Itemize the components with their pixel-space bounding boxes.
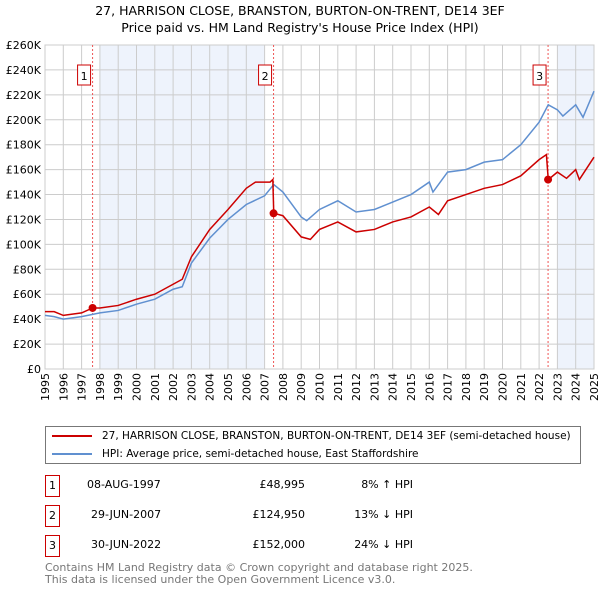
x-tick-label: 2006: [240, 373, 253, 401]
x-tick-label: 2017: [442, 373, 455, 401]
legend-label-hpi: HPI: Average price, semi-detached house,…: [102, 448, 419, 460]
sale-badge: 3: [45, 535, 60, 557]
sale-hpi: 24% ↓ HPI: [354, 538, 413, 551]
x-tick-label: 2008: [277, 373, 290, 401]
x-tick-label: 2021: [515, 373, 528, 401]
y-tick-label: £60K: [13, 288, 42, 301]
sale-hpi: 8% ↑ HPI: [361, 478, 413, 491]
sale-price: £152,000: [252, 538, 306, 551]
y-tick-label: £240K: [6, 64, 42, 77]
chart-title: 27, HARRISON CLOSE, BRANSTON, BURTON-ON-…: [95, 3, 505, 18]
footer: Contains HM Land Registry data © Crown c…: [45, 562, 473, 586]
x-tick-label: 2013: [368, 373, 381, 401]
y-tick-label: £0: [27, 363, 41, 376]
legend-swatch-hpi: [52, 453, 92, 455]
y-tick-label: £260K: [6, 39, 42, 52]
y-tick-label: £80K: [13, 263, 42, 276]
x-tick-label: 2002: [167, 373, 180, 401]
x-tick-label: 2001: [149, 373, 162, 401]
sale-label: 3: [536, 70, 543, 83]
x-tick-label: 2019: [478, 373, 491, 401]
y-tick-label: £140K: [6, 189, 42, 202]
x-tick-label: 1998: [94, 373, 107, 401]
x-tick-label: 2011: [332, 373, 345, 401]
sale-label-box: [532, 64, 547, 86]
plot-border: [44, 44, 595, 370]
property-price-line: [45, 153, 595, 317]
x-tick-label: 2022: [533, 373, 546, 401]
y-tick-label: £200K: [6, 114, 42, 127]
x-tick-label: 2012: [350, 373, 363, 401]
sale-point: [544, 175, 553, 184]
sale-hpi: 13% ↓ HPI: [354, 508, 413, 521]
footer-line-1: Contains HM Land Registry data © Crown c…: [45, 561, 473, 574]
y-tick-label: £120K: [6, 213, 42, 226]
x-tick-label: 1997: [76, 373, 89, 401]
x-tick-label: 2000: [131, 373, 144, 401]
x-tick-label: 2007: [259, 373, 272, 401]
plot-area: 1995 1996 1997 1998 1999 2000 2001 2002 2003 2004…: [6, 39, 600, 401]
sale-price: £48,995: [259, 478, 306, 491]
sale-label-box: [258, 64, 273, 86]
x-tick-label: 1999: [112, 373, 125, 401]
sale-point: [88, 303, 97, 312]
sale-date: 30-JUN-2022: [91, 538, 162, 551]
sale-row: 1 08-AUG-1997 £48,995 8% ↑ HPI: [45, 475, 600, 497]
shaded-band: [99, 45, 265, 369]
x-tick-label: 2024: [570, 373, 583, 401]
sale-row: 3 30-JUN-2022 £152,000 24% ↓ HPI: [45, 535, 600, 557]
legend: 27, HARRISON CLOSE, BRANSTON, BURTON-ON-…: [45, 426, 581, 464]
x-tick-label: 2025: [588, 373, 600, 401]
x-tick-label: 1995: [39, 373, 52, 401]
x-tick-label: 2009: [295, 373, 308, 401]
x-tick-label: 1996: [57, 373, 70, 401]
y-tick-label: £160K: [6, 164, 42, 177]
hpi-line: [44, 90, 595, 320]
x-tick-label: 2004: [204, 373, 217, 401]
y-tick-label: £40K: [13, 313, 42, 326]
sale-label-box: [77, 64, 92, 86]
sale-price: £124,950: [252, 508, 306, 521]
x-tick-label: 2023: [551, 373, 564, 401]
x-tick-label: 2018: [460, 373, 473, 401]
sale-badge: 1: [45, 475, 60, 497]
sale-row: 2 29-JUN-2007 £124,950 13% ↓ HPI: [45, 505, 600, 527]
x-tick-label: 2010: [314, 373, 327, 401]
y-tick-label: £100K: [6, 238, 42, 251]
x-tick-label: 2016: [423, 373, 436, 401]
y-tick-label: £20K: [13, 338, 42, 351]
x-tick-label: 2014: [387, 373, 400, 401]
chart-subtitle: Price paid vs. HM Land Registry's House …: [121, 20, 479, 35]
y-tick-label: £220K: [6, 89, 42, 102]
sale-badge: 2: [45, 505, 60, 527]
footer-line-2: This data is licensed under the Open Gov…: [45, 573, 396, 586]
x-tick-label: 2005: [222, 373, 235, 401]
legend-label-property: 27, HARRISON CLOSE, BRANSTON, BURTON-ON-…: [102, 430, 571, 442]
x-tick-label: 2015: [405, 373, 418, 401]
y-tick-label: £180K: [6, 139, 42, 152]
sale-label: 2: [262, 70, 269, 83]
legend-swatch-property: [52, 435, 92, 437]
x-tick-label: 2020: [497, 373, 510, 401]
x-tick-label: 2003: [185, 373, 198, 401]
sale-date: 08-AUG-1997: [87, 478, 161, 491]
sale-date: 29-JUN-2007: [91, 508, 162, 521]
sale-point: [269, 209, 278, 218]
sale-label: 1: [81, 70, 88, 83]
